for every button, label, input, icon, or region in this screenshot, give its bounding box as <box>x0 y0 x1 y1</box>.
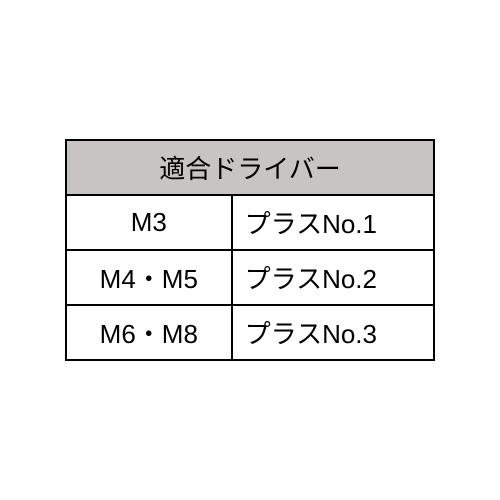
table-header: 適合ドライバー <box>66 140 434 195</box>
driver-cell: プラスNo.3 <box>232 305 434 360</box>
driver-cell: プラスNo.1 <box>232 195 434 250</box>
size-cell: M3 <box>66 195 232 250</box>
size-cell: M4・M5 <box>66 250 232 305</box>
size-cell: M6・M8 <box>66 305 232 360</box>
driver-cell: プラスNo.2 <box>232 250 434 305</box>
driver-compatibility-table: 適合ドライバー M3 プラスNo.1 M4・M5 プラスNo.2 M6・M8 プ… <box>65 139 435 361</box>
compat-table: 適合ドライバー M3 プラスNo.1 M4・M5 プラスNo.2 M6・M8 プ… <box>65 139 435 361</box>
table-row: M6・M8 プラスNo.3 <box>66 305 434 360</box>
table-row: M3 プラスNo.1 <box>66 195 434 250</box>
table-row: M4・M5 プラスNo.2 <box>66 250 434 305</box>
